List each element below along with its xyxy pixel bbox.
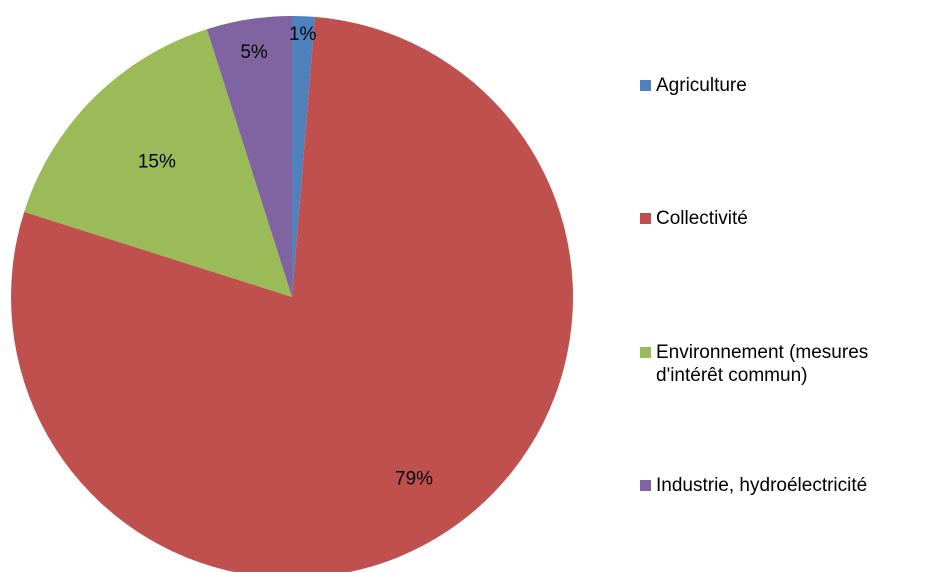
legend-swatch-industrie [640,480,651,491]
pie-slices [11,16,573,572]
slice-labels: 1% 79% 15% 5% [138,24,433,490]
legend-item-environnement: Environnement (mesures d'intérêt commun) [640,341,868,387]
legend-swatch-agriculture [640,80,651,91]
legend-label-collectivite: Collectivité [656,208,748,229]
legend-swatch-environnement [640,347,651,358]
legend-item-industrie: Industrie, hydroélectricité [640,474,867,497]
legend-item-collectivite: Collectivité [640,207,748,230]
legend-item-agriculture: Agriculture [640,74,747,97]
pie-slice-collectivite [11,16,573,572]
slice-label-industrie: 5% [240,42,268,63]
legend-swatch-collectivite [640,213,651,224]
slice-label-environnement: 15% [138,151,176,172]
legend-label-environnement: Environnement (mesures d'intérêt commun) [656,342,869,386]
pie-slice-industrie [206,16,292,297]
legend-label-industrie: Industrie, hydroélectricité [656,475,868,496]
slice-label-collectivite: 79% [395,469,433,490]
legend: Agriculture Collectivité Environnement (me… [640,0,932,572]
pie-slice-agriculture [292,16,315,297]
pie-chart: 1% 79% 15% 5% [11,16,573,572]
legend-label-agriculture: Agriculture [656,75,747,96]
pie-slice-environnement [24,29,293,298]
slice-label-agriculture: 1% [289,24,317,45]
